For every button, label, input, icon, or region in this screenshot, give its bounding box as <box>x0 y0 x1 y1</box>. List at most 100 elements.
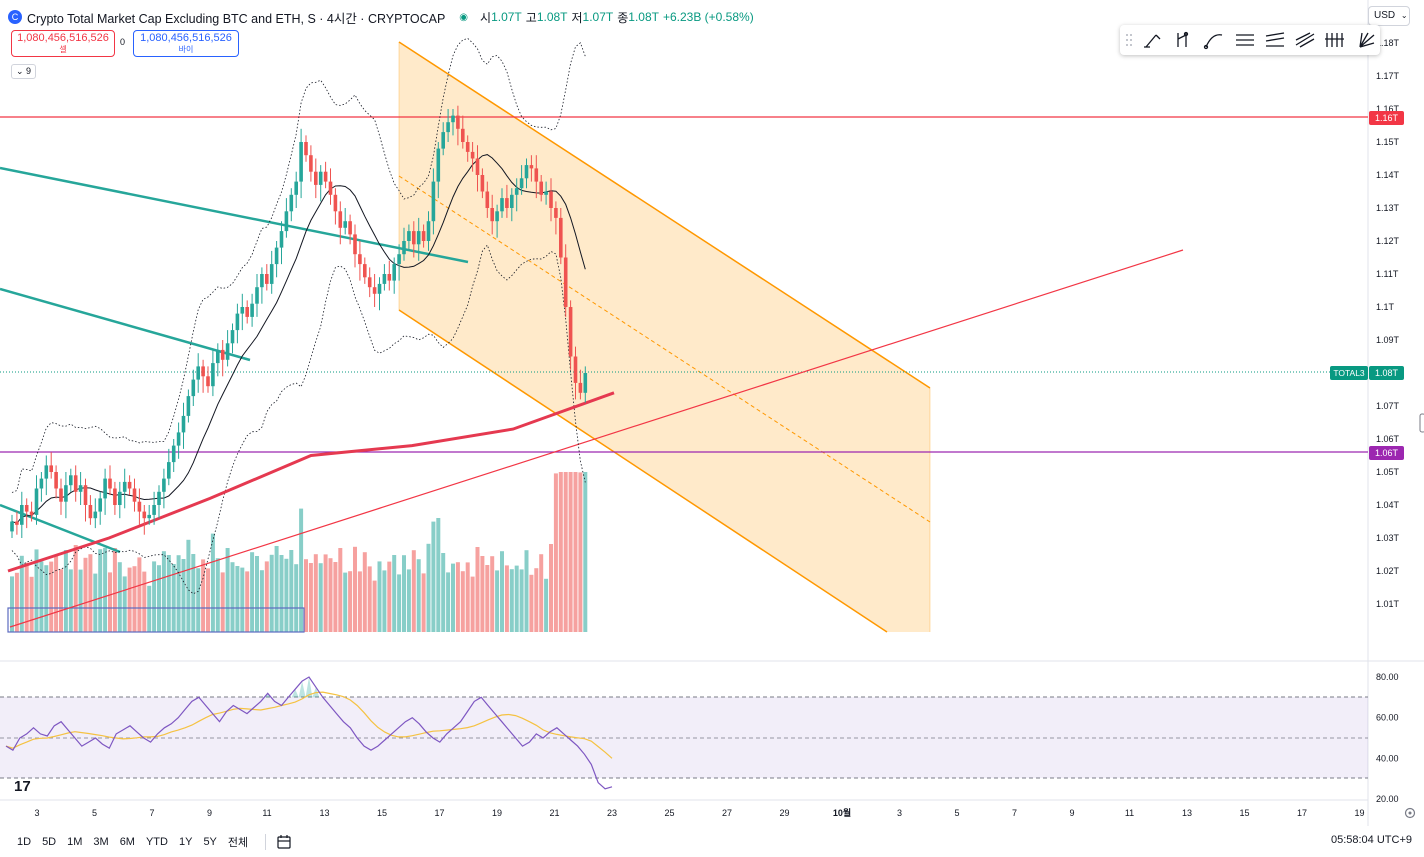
candle[interactable] <box>34 488 39 515</box>
candle[interactable] <box>98 498 102 512</box>
candle[interactable] <box>274 247 279 265</box>
candle[interactable] <box>397 254 401 265</box>
candle[interactable] <box>534 168 539 182</box>
candle[interactable] <box>225 343 230 360</box>
timeframe-5d[interactable]: 5D <box>42 835 57 848</box>
candle[interactable] <box>127 481 132 489</box>
candle[interactable] <box>176 432 181 446</box>
candle[interactable] <box>338 211 343 228</box>
candle[interactable] <box>318 171 323 185</box>
channel-mid-line[interactable] <box>398 175 931 523</box>
candle[interactable] <box>495 211 499 222</box>
candle[interactable] <box>255 287 259 304</box>
candle[interactable] <box>191 379 196 397</box>
candle[interactable] <box>20 505 24 525</box>
sell-button[interactable]: 1,080,456,516,526 셀 <box>11 30 115 57</box>
candle[interactable] <box>64 485 68 502</box>
candle[interactable] <box>485 191 490 209</box>
candle[interactable] <box>372 287 377 294</box>
auto-scale-icon[interactable] <box>1404 807 1416 819</box>
candle[interactable] <box>451 115 455 123</box>
candle[interactable] <box>441 132 445 149</box>
candle[interactable] <box>519 178 524 189</box>
candle[interactable] <box>49 465 53 472</box>
candle[interactable] <box>465 142 470 152</box>
fib-icon[interactable] <box>1325 33 1344 47</box>
candle[interactable] <box>382 274 387 284</box>
candle[interactable] <box>284 211 289 232</box>
candle[interactable] <box>554 208 558 218</box>
pitchfork-icon[interactable] <box>1295 32 1315 48</box>
candle[interactable] <box>201 366 205 377</box>
candle[interactable] <box>470 151 475 159</box>
candle[interactable] <box>461 128 465 142</box>
candles[interactable] <box>10 105 588 538</box>
candle[interactable] <box>412 231 416 245</box>
channel-lower-line[interactable] <box>398 309 888 633</box>
candle[interactable] <box>456 115 460 129</box>
candle[interactable] <box>323 171 328 182</box>
time-axis[interactable]: 3 5 7 9 11 13 15 17 19 21 23 25 27 29 10월 3 5 7 9 11 13 15 17 1… <box>34 807 1364 818</box>
date-range-icon[interactable] <box>276 834 292 850</box>
parallel-channel-icon[interactable] <box>1236 34 1254 46</box>
candle[interactable] <box>211 363 215 387</box>
candle[interactable] <box>500 198 504 212</box>
candle[interactable] <box>186 396 191 416</box>
candle[interactable] <box>436 148 441 182</box>
candle[interactable] <box>568 307 573 357</box>
candle[interactable] <box>245 307 249 317</box>
range-box[interactable] <box>7 607 305 633</box>
timeframe-3m[interactable]: 3M <box>93 835 109 848</box>
timeframe-1d[interactable]: 1D <box>17 835 32 848</box>
candle[interactable] <box>69 475 73 486</box>
candle[interactable] <box>367 277 372 288</box>
candle[interactable] <box>314 171 318 185</box>
brush-icon[interactable] <box>1144 34 1161 48</box>
candle[interactable] <box>122 481 127 492</box>
candle[interactable] <box>113 488 117 506</box>
candle[interactable] <box>407 231 411 241</box>
candle[interactable] <box>505 198 509 208</box>
candle[interactable] <box>235 313 240 331</box>
candle[interactable] <box>480 175 485 192</box>
timeframe-5y[interactable]: 5Y <box>203 835 217 848</box>
candle[interactable] <box>426 221 431 241</box>
candle[interactable] <box>539 181 543 195</box>
candle[interactable] <box>279 231 284 248</box>
candle[interactable] <box>353 234 357 255</box>
candle[interactable] <box>196 366 200 380</box>
candle[interactable] <box>549 191 553 209</box>
candle[interactable] <box>299 142 303 182</box>
candle[interactable] <box>304 142 308 156</box>
candle[interactable] <box>250 303 254 317</box>
currency-select[interactable]: USD ⌄ <box>1368 6 1410 26</box>
buy-button[interactable]: 1,080,456,516,526 바이 <box>133 30 239 57</box>
candle[interactable] <box>333 194 338 212</box>
candle[interactable] <box>142 511 147 519</box>
candle[interactable] <box>289 194 294 212</box>
candle[interactable] <box>583 373 588 393</box>
candle[interactable] <box>93 511 98 519</box>
candle[interactable] <box>269 264 274 284</box>
candle[interactable] <box>230 330 235 344</box>
candle[interactable] <box>220 349 225 360</box>
channel-fill[interactable] <box>399 42 930 632</box>
indicators-toggle[interactable]: ⌄ 9 <box>11 64 36 79</box>
candle[interactable] <box>132 488 137 502</box>
path-icon[interactable] <box>1203 34 1223 50</box>
candle[interactable] <box>206 376 210 387</box>
gann-icon[interactable] <box>1359 32 1375 48</box>
candle[interactable] <box>343 221 347 228</box>
trend-icon[interactable] <box>1177 31 1189 48</box>
candle[interactable] <box>54 472 58 489</box>
candle[interactable] <box>328 181 333 195</box>
candle[interactable] <box>216 349 220 364</box>
candle[interactable] <box>59 488 63 502</box>
candle[interactable] <box>431 181 436 222</box>
candle[interactable] <box>416 231 421 245</box>
teal-trend-line-1[interactable] <box>0 166 469 264</box>
drag-handle-icon[interactable] <box>1126 34 1132 46</box>
candle[interactable] <box>10 521 14 532</box>
timeframe-1m[interactable]: 1M <box>67 835 83 848</box>
